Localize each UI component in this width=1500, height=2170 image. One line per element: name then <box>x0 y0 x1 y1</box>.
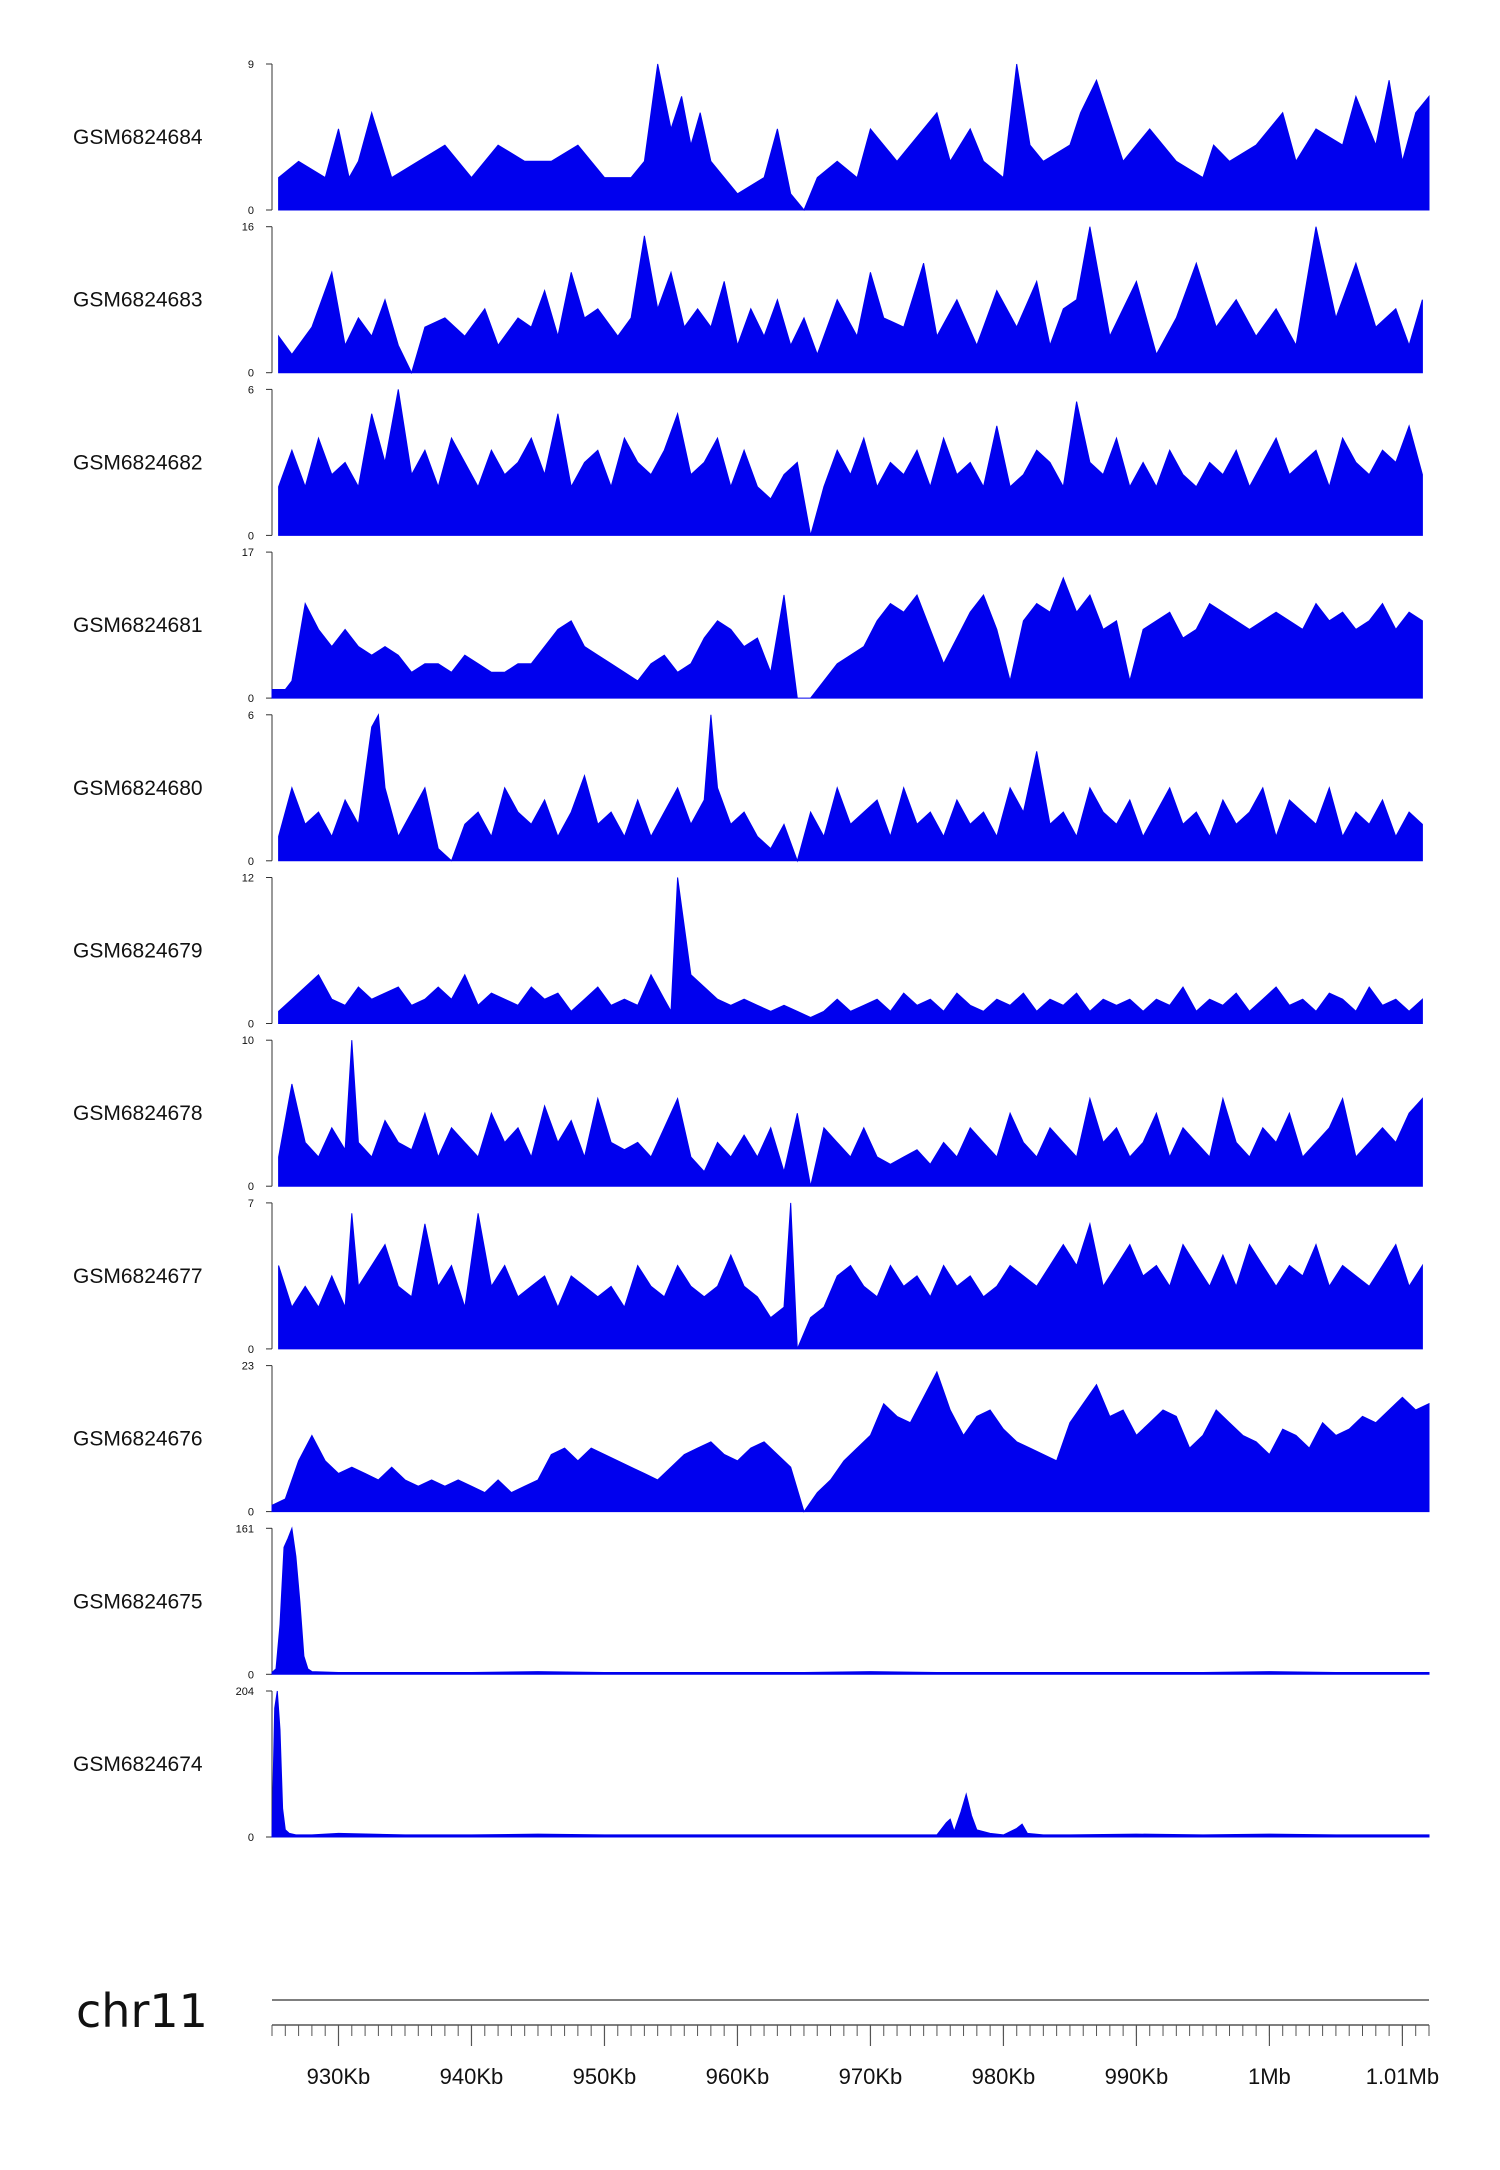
track-GSM6824679: GSM6824679 12 0 <box>73 873 1423 1031</box>
x-tick-label: 970Kb <box>839 2064 903 2089</box>
x-tick-label: 1Mb <box>1248 2064 1291 2089</box>
y-min-label: 0 <box>248 530 254 542</box>
track-GSM6824680: GSM6824680 6 0 <box>73 710 1423 868</box>
track-label: GSM6824676 <box>73 1428 203 1451</box>
track-GSM6824684: GSM6824684 9 0 <box>73 59 1430 217</box>
track-GSM6824682: GSM6824682 6 0 <box>73 384 1423 542</box>
y-min-label: 0 <box>248 205 254 217</box>
y-max-label: 12 <box>242 873 254 885</box>
track-GSM6824674: GSM6824674 204 0 <box>73 1686 1430 1844</box>
track-GSM6824677: GSM6824677 7 0 <box>73 1198 1423 1356</box>
track-label: GSM6824682 <box>73 451 203 474</box>
track-label: GSM6824683 <box>73 289 203 312</box>
y-max-label: 17 <box>242 547 254 559</box>
y-max-label: 9 <box>248 59 254 71</box>
y-max-label: 10 <box>242 1035 254 1047</box>
y-min-label: 0 <box>248 1344 254 1356</box>
coverage-area <box>278 226 1423 375</box>
track-label: GSM6824681 <box>73 614 203 637</box>
coverage-tracks: GSM682468490GSM6824683160GSM682468260GSM… <box>73 59 1430 1844</box>
track-label: GSM6824680 <box>73 777 203 800</box>
coverage-area <box>278 63 1430 211</box>
y-min-label: 0 <box>248 1832 254 1844</box>
track-GSM6824676: GSM6824676 23 0 <box>73 1361 1430 1519</box>
track-label: GSM6824679 <box>73 940 203 963</box>
x-tick-label: 980Kb <box>972 2064 1036 2089</box>
x-tick-label: 940Kb <box>440 2064 504 2089</box>
track-label: GSM6824684 <box>73 126 203 149</box>
chromosome-label: chr11 <box>76 1984 208 2038</box>
y-max-label: 16 <box>242 222 254 234</box>
x-tick-label: 990Kb <box>1105 2064 1169 2089</box>
y-max-label: 23 <box>242 1361 254 1373</box>
y-max-label: 161 <box>236 1523 254 1535</box>
coverage-area <box>278 389 1423 536</box>
x-tick-label: 930Kb <box>307 2064 371 2089</box>
genome-axis: chr11 930Kb 940Kb 950Kb 960Kb 970Kb 980Kb 990K… <box>76 1984 1439 2089</box>
coverage-area <box>271 576 1423 699</box>
coverage-area <box>278 877 1423 1024</box>
y-min-label: 0 <box>248 1669 254 1681</box>
coverage-area <box>278 713 1423 863</box>
y-min-label: 0 <box>248 1019 254 1031</box>
y-min-label: 0 <box>248 368 254 380</box>
track-GSM6824678: GSM6824678 10 0 <box>73 1035 1423 1193</box>
coverage-area <box>278 1202 1423 1350</box>
y-max-label: 6 <box>248 384 254 396</box>
y-min-label: 0 <box>248 1507 254 1519</box>
x-tick-label: 950Kb <box>573 2064 637 2089</box>
y-min-label: 0 <box>248 1181 254 1193</box>
y-max-label: 7 <box>248 1198 254 1210</box>
y-min-label: 0 <box>248 693 254 705</box>
x-tick-label: 960Kb <box>706 2064 770 2089</box>
track-GSM6824683: GSM6824683 16 0 <box>73 222 1423 380</box>
coverage-area <box>271 1370 1430 1513</box>
y-min-label: 0 <box>248 856 254 868</box>
track-GSM6824681: GSM6824681 17 0 <box>73 547 1423 705</box>
track-label: GSM6824677 <box>73 1265 203 1288</box>
track-label: GSM6824678 <box>73 1102 203 1125</box>
track-GSM6824675: GSM6824675 161 0 <box>73 1523 1430 1681</box>
coverage-area <box>278 1040 1423 1187</box>
y-max-label: 6 <box>248 710 254 722</box>
x-tick-label: 1.01Mb <box>1366 2064 1439 2089</box>
track-label: GSM6824675 <box>73 1590 203 1613</box>
y-max-label: 204 <box>236 1686 254 1698</box>
coverage-area <box>271 1526 1430 1675</box>
track-label: GSM6824674 <box>73 1753 203 1776</box>
coverage-area <box>271 1690 1430 1838</box>
